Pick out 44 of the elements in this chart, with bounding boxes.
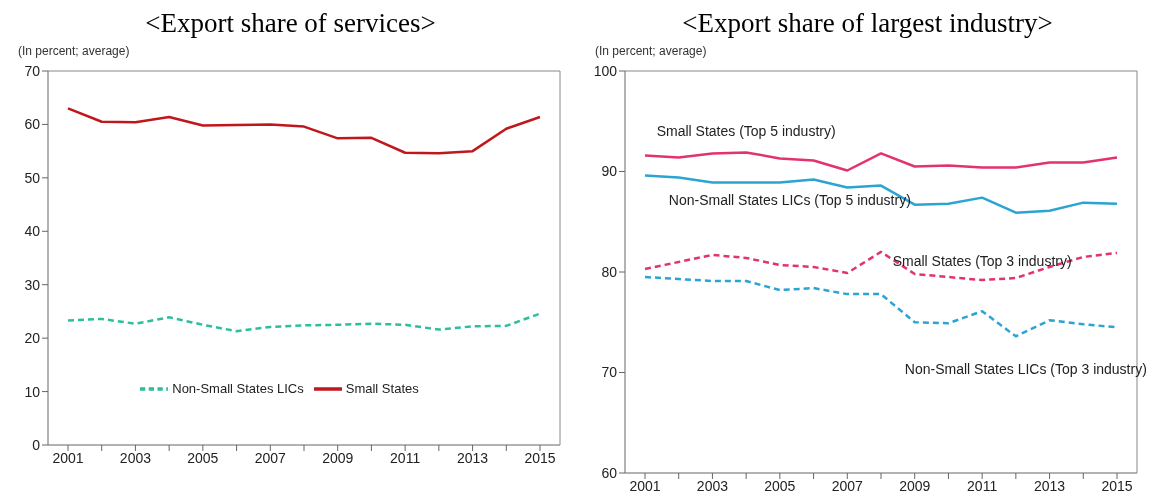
legend-label: Non-Small States LICs <box>172 380 304 396</box>
y-tick-label: 80 <box>601 263 618 280</box>
line-series <box>643 174 1119 214</box>
x-tick-label: 2001 <box>52 449 84 466</box>
y-tick-label: 40 <box>24 223 41 240</box>
y-axis-title: (In percent; average) <box>18 44 131 58</box>
y-tick-label: 90 <box>601 163 618 180</box>
y-tick-label: 10 <box>24 383 41 400</box>
y-tick-label: 0 <box>32 436 41 453</box>
x-tick-label: 2011 <box>967 477 998 494</box>
x-tick-label: 2011 <box>390 449 421 466</box>
x-tick-label: 2015 <box>524 449 556 466</box>
y-tick-label: 60 <box>601 464 618 481</box>
x-tick-label: 2009 <box>899 477 931 494</box>
x-tick-label: 2013 <box>1033 477 1066 494</box>
line-series <box>643 250 1119 282</box>
line-series <box>66 107 542 155</box>
x-tick-label: 2007 <box>254 449 287 466</box>
legend-label: Small States <box>345 380 419 396</box>
y-tick-label: 50 <box>24 169 41 186</box>
x-tick-label: 2013 <box>456 449 489 466</box>
series-label: Non-Small States LICs (Top 5 industry) <box>668 191 911 208</box>
x-tick-label: 2005 <box>764 477 796 494</box>
line-series <box>643 151 1119 172</box>
series-label: Small States (Top 5 industry) <box>656 123 836 140</box>
x-tick-label: 2009 <box>322 449 354 466</box>
y-tick-label: 70 <box>601 364 618 381</box>
x-tick-label: 2007 <box>831 477 864 494</box>
y-tick-label: 60 <box>24 116 41 133</box>
series-label: Small States (Top 3 industry) <box>892 253 1072 270</box>
y-tick-label: 30 <box>24 276 41 293</box>
x-tick-label: 2015 <box>1101 477 1133 494</box>
line-series <box>66 312 542 333</box>
x-tick-label: 2001 <box>629 477 661 494</box>
chart-title: <Export share of largest industry> <box>681 8 1054 40</box>
y-tick-label: 20 <box>24 330 41 347</box>
y-tick-label: 100 <box>593 62 618 79</box>
x-tick-label: 2003 <box>696 477 729 494</box>
y-axis-title: (In percent; average) <box>595 44 708 58</box>
x-tick-label: 2003 <box>119 449 152 466</box>
chart-title: <Export share of services> <box>144 8 437 40</box>
x-tick-label: 2005 <box>187 449 219 466</box>
text: Non-Small States LICs (Top 3 industry) <box>904 361 1147 378</box>
y-tick-label: 70 <box>24 62 41 79</box>
